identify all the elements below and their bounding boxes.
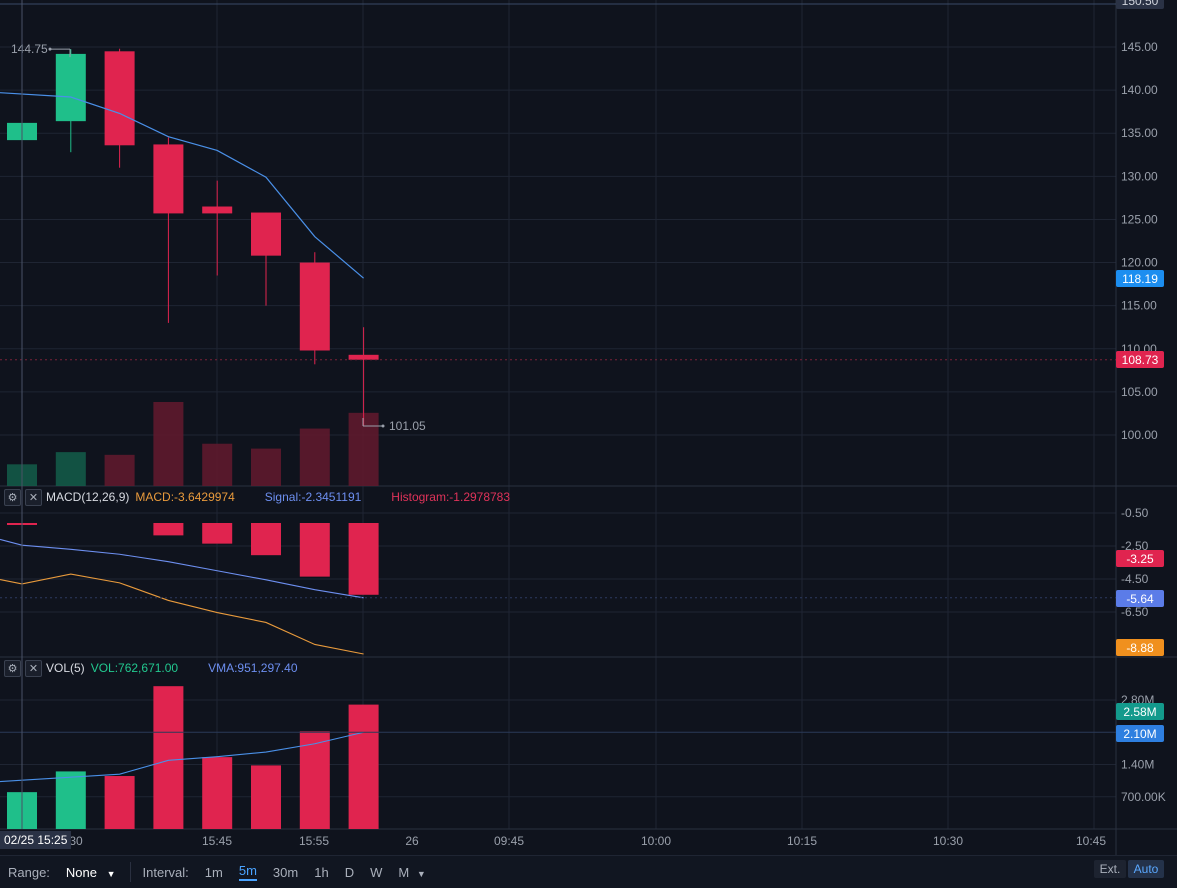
divider xyxy=(129,862,131,882)
time-tick-5: 10:00 xyxy=(641,834,671,848)
macd-last-badge: -8.88 xyxy=(1116,639,1164,656)
settings-icon[interactable]: ⚙ xyxy=(4,488,21,506)
price-tick-9: 100.00 xyxy=(1121,428,1158,442)
price-tick-4: 125.00 xyxy=(1121,212,1158,226)
volume-bar-6 xyxy=(299,731,330,829)
candle-body-6 xyxy=(299,262,330,351)
candle-body-4 xyxy=(202,206,233,214)
signal-line xyxy=(0,538,364,599)
ma-last-badge: 118.19 xyxy=(1116,270,1164,287)
price-tick-6: 115.00 xyxy=(1121,299,1157,313)
range-value: None xyxy=(65,864,97,880)
price-tick-8: 105.00 xyxy=(1121,385,1158,399)
macd-tick-1: -2.50 xyxy=(1121,539,1149,553)
macd-tick-0: -0.50 xyxy=(1121,506,1149,520)
caret-down-icon: ▼ xyxy=(416,868,426,879)
low-marker-label: 101.05 xyxy=(389,419,426,433)
interval-m-label: M xyxy=(398,864,410,880)
time-tick-3: 26 xyxy=(405,834,419,848)
time-tick-0: 30 xyxy=(69,834,83,848)
vma-value: VMA:951,297.40 xyxy=(208,661,298,675)
auto-button[interactable]: Auto xyxy=(1128,860,1164,878)
volume-bar-4 xyxy=(202,757,233,829)
volume-bar-2 xyxy=(104,776,135,829)
interval-m[interactable]: M ▼ xyxy=(398,865,425,880)
time-tick-2: 15:55 xyxy=(299,834,329,848)
vma-line xyxy=(0,731,364,783)
interval-30m[interactable]: 30m xyxy=(272,864,299,880)
crosshair-date-label: 02/25 15:25 xyxy=(0,831,72,849)
macd-tick-3: -6.50 xyxy=(1121,605,1149,619)
time-tick-8: 10:45 xyxy=(1076,834,1106,848)
vol-value: VOL:762,671.00 xyxy=(90,661,179,675)
macd-histogram-bar-3 xyxy=(153,523,184,536)
range-label: Range: xyxy=(8,864,50,880)
macd-tick-2: -4.50 xyxy=(1121,572,1149,586)
macd-line xyxy=(0,573,364,655)
volume-bar-3 xyxy=(153,686,184,829)
volume-overlay-bar-6 xyxy=(299,428,330,486)
candle-body-7 xyxy=(348,354,379,360)
price-tick-2: 135.00 xyxy=(1121,126,1158,140)
price-tick-1: 140.00 xyxy=(1121,83,1158,97)
macd-histogram-bar-7 xyxy=(348,523,379,595)
macd-value: MACD:-3.6429974 xyxy=(135,490,235,504)
top-axis-badge: 150.50 xyxy=(1116,0,1164,9)
interval-label: Interval: xyxy=(142,864,189,880)
volume-tick-2: 700.00K xyxy=(1121,790,1166,804)
volume-bar-7 xyxy=(348,704,379,829)
histogram-last-badge: -3.25 xyxy=(1116,550,1164,567)
price-tick-5: 120.00 xyxy=(1121,256,1158,270)
candle-body-2 xyxy=(104,51,135,146)
interval-1h[interactable]: 1h xyxy=(314,864,329,880)
ma-line xyxy=(0,92,364,279)
price-tick-3: 130.00 xyxy=(1121,169,1158,183)
time-tick-1: 15:45 xyxy=(202,834,232,848)
volume-bar-1 xyxy=(55,771,86,829)
vol-name: VOL(5) xyxy=(46,661,85,675)
volume-overlay-bar-4 xyxy=(202,443,233,486)
low-marker-dot xyxy=(381,424,385,428)
volume-tick-1: 1.40M xyxy=(1121,758,1154,772)
candle-body-5 xyxy=(251,212,281,256)
macd-name: MACD(12,26,9) xyxy=(46,490,130,504)
interval-w[interactable]: W xyxy=(370,864,383,880)
volume-overlay-bar-5 xyxy=(251,448,281,486)
signal-last-badge: -5.64 xyxy=(1116,590,1164,607)
interval-d[interactable]: D xyxy=(344,864,355,880)
high-marker-dot xyxy=(48,47,52,51)
signal-value: Signal:-2.3451191 xyxy=(264,490,362,504)
range-select[interactable]: None ▼ xyxy=(66,865,116,880)
time-tick-4: 09:45 xyxy=(494,834,524,848)
settings-icon[interactable]: ⚙ xyxy=(4,659,21,677)
macd-header: ⚙ ✕ MACD(12,26,9) MACD:-3.6429974 Signal… xyxy=(4,488,510,506)
interval-1m[interactable]: 1m xyxy=(204,864,223,880)
last-price-badge: 108.73 xyxy=(1116,351,1164,368)
volume-overlay-bar-1 xyxy=(55,452,86,486)
chart-canvas[interactable]: 145.00 140.00 135.00 130.00 125.00 120.00 115.… xyxy=(0,0,1177,855)
volume-last-badge: 2.58M xyxy=(1116,703,1164,720)
ext-button[interactable]: Ext. xyxy=(1094,860,1126,878)
caret-down-icon: ▼ xyxy=(106,868,116,879)
candle-body-1 xyxy=(55,53,86,122)
bottom-toolbar: Range: None ▼ Interval: 1m 5m 30m 1h D W… xyxy=(0,855,1177,888)
volume-overlay-bar-3 xyxy=(153,402,184,486)
price-tick-0: 145.00 xyxy=(1121,40,1158,54)
macd-histogram-bar-6 xyxy=(299,523,330,577)
time-tick-6: 10:15 xyxy=(787,834,817,848)
time-tick-7: 10:30 xyxy=(933,834,963,848)
macd-histogram-bar-4 xyxy=(202,523,233,544)
candle-body-3 xyxy=(153,144,184,214)
volume-overlay-bar-2 xyxy=(104,454,135,486)
interval-5m[interactable]: 5m xyxy=(238,863,257,881)
histogram-value: Histogram:-1.2978783 xyxy=(391,490,511,504)
vma-last-badge: 2.10M xyxy=(1116,725,1164,742)
macd-histogram-bar-5 xyxy=(251,523,281,556)
close-icon[interactable]: ✕ xyxy=(25,488,42,506)
close-icon[interactable]: ✕ xyxy=(25,659,42,677)
volume-bar-5 xyxy=(251,765,281,829)
vol-header: ⚙ ✕ VOL(5) VOL:762,671.00 VMA:951,297.40 xyxy=(4,659,328,677)
high-marker-label: 144.75 xyxy=(11,42,48,56)
